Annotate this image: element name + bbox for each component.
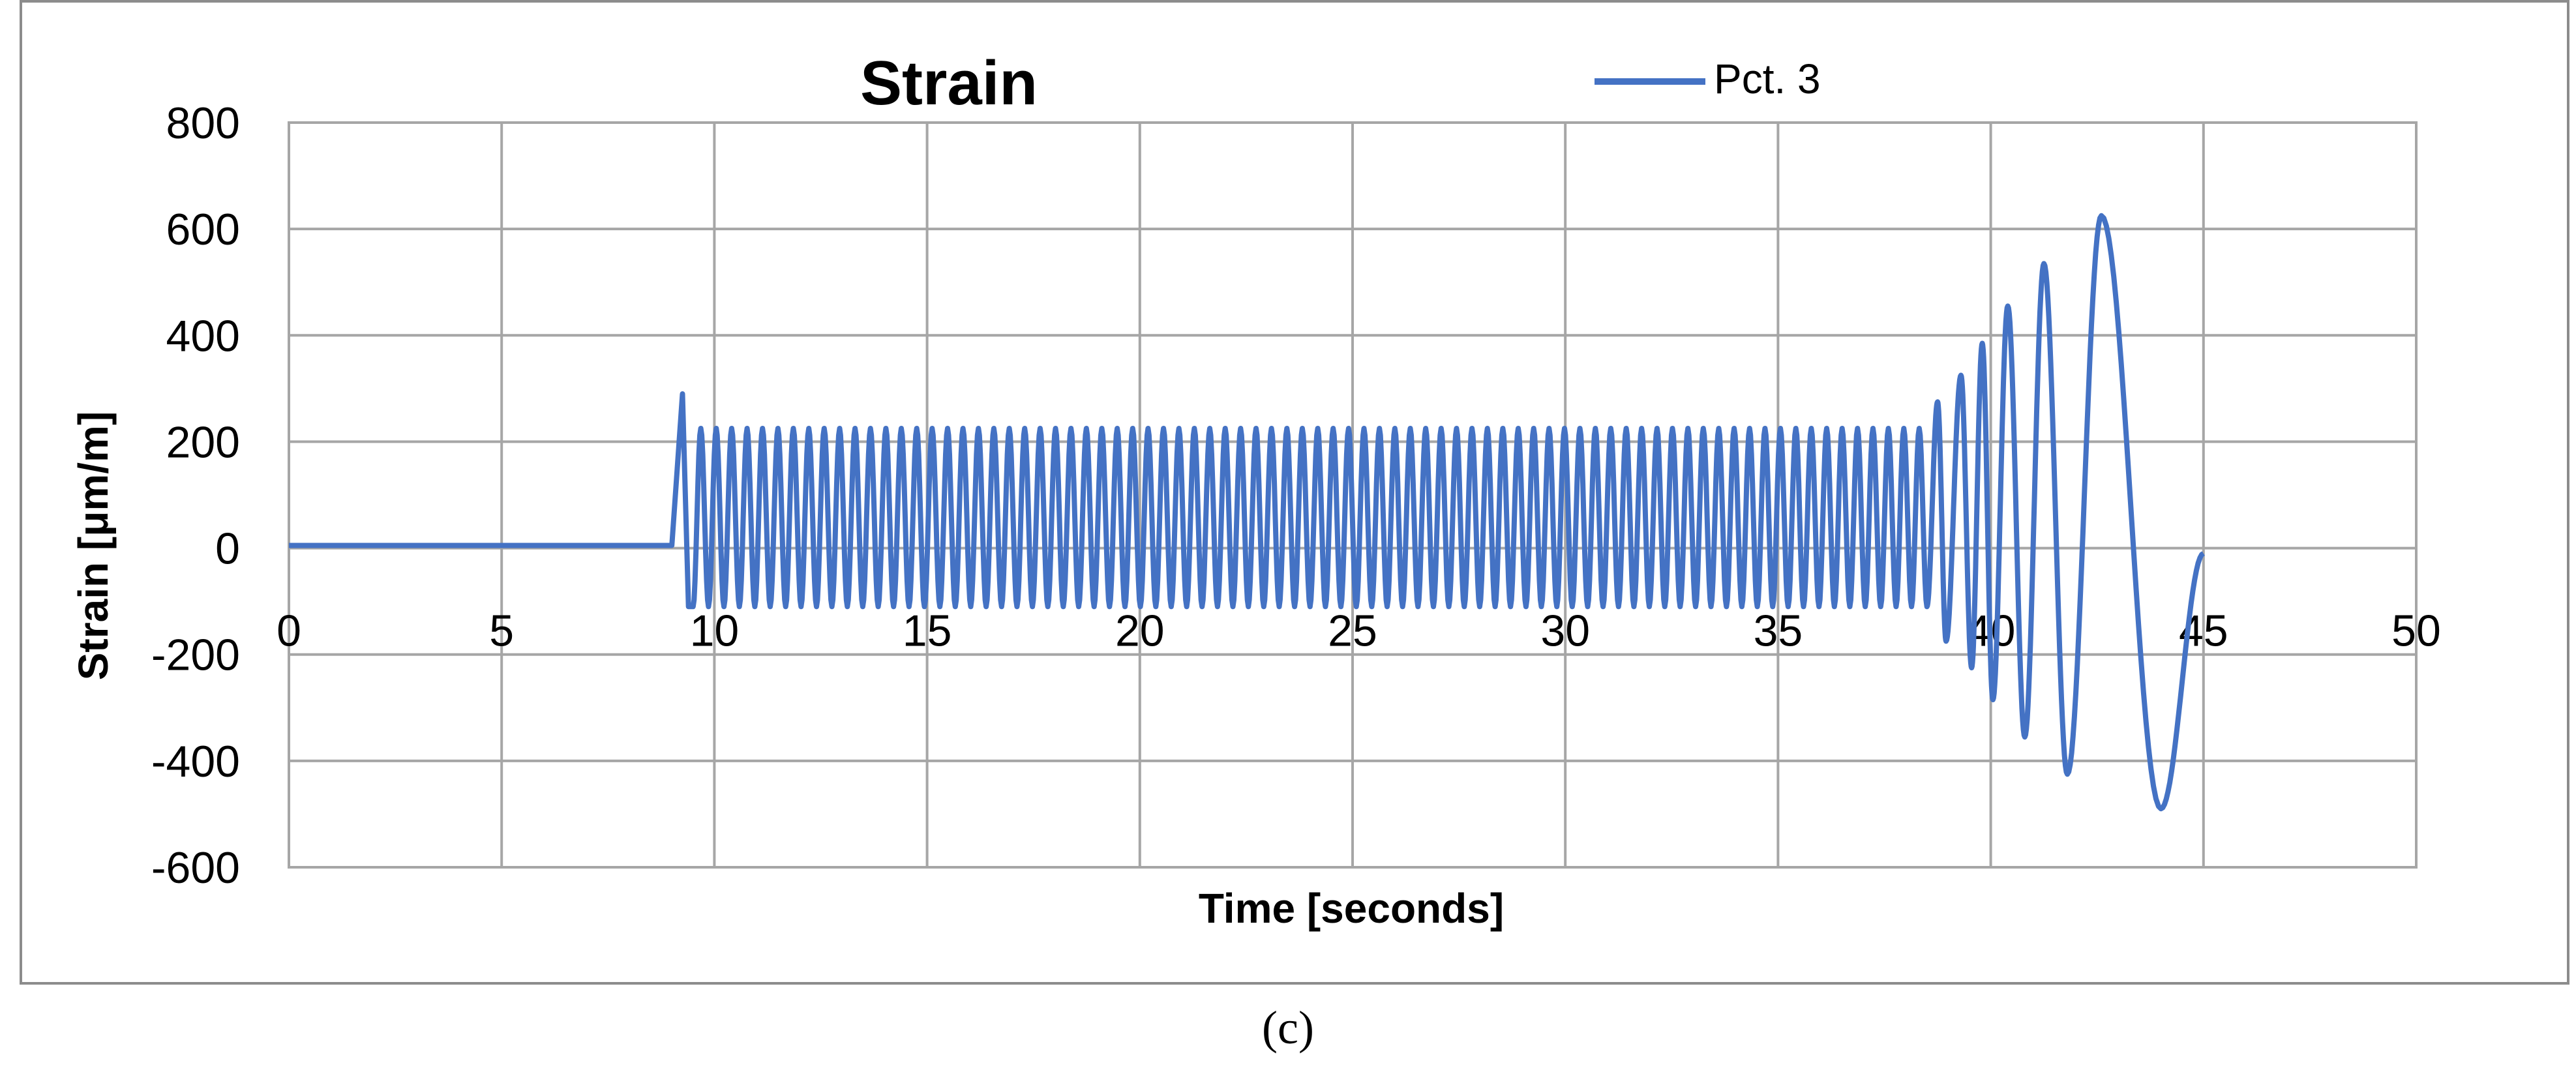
legend: Pct. 3 xyxy=(1595,55,1821,102)
x-tick-label: 15 xyxy=(903,606,952,656)
y-tick-label: -400 xyxy=(151,737,240,786)
y-tick-label: -200 xyxy=(151,631,240,680)
y-tick-label: 200 xyxy=(166,417,240,467)
x-tick-label: 20 xyxy=(1115,606,1165,656)
y-tick-label: 400 xyxy=(166,311,240,361)
x-tick-label: 50 xyxy=(2391,606,2441,656)
legend-label: Pct. 3 xyxy=(1714,55,1821,102)
y-axis-label: Strain [μm/m] xyxy=(70,411,117,681)
x-tick-label: 0 xyxy=(277,606,301,656)
strain-chart: 800 600 400 200 0 -200 -400 -600 0 5 10 15 20 25 30 35… xyxy=(70,48,2441,932)
figure-caption: (c) xyxy=(1262,1002,1314,1054)
y-tick-label: 600 xyxy=(166,205,240,254)
x-tick-labels: 0 5 10 15 20 25 30 35 40 45 50 xyxy=(277,606,2441,656)
x-tick-label: 35 xyxy=(1754,606,1803,656)
x-tick-label: 30 xyxy=(1540,606,1590,656)
chart-frame xyxy=(20,0,2569,985)
x-tick-label: 5 xyxy=(489,606,514,656)
y-tick-label: 0 xyxy=(215,524,240,574)
y-tick-label: 800 xyxy=(166,98,240,148)
x-tick-label: 10 xyxy=(690,606,740,656)
x-axis-label: Time [seconds] xyxy=(1199,885,1504,932)
y-tick-label: -600 xyxy=(151,843,240,893)
y-tick-labels: 800 600 400 200 0 -200 -400 -600 xyxy=(151,98,240,893)
chart-title: Strain xyxy=(860,48,1038,118)
series-line-pct-3 xyxy=(289,213,2205,812)
x-tick-label: 25 xyxy=(1328,606,1377,656)
